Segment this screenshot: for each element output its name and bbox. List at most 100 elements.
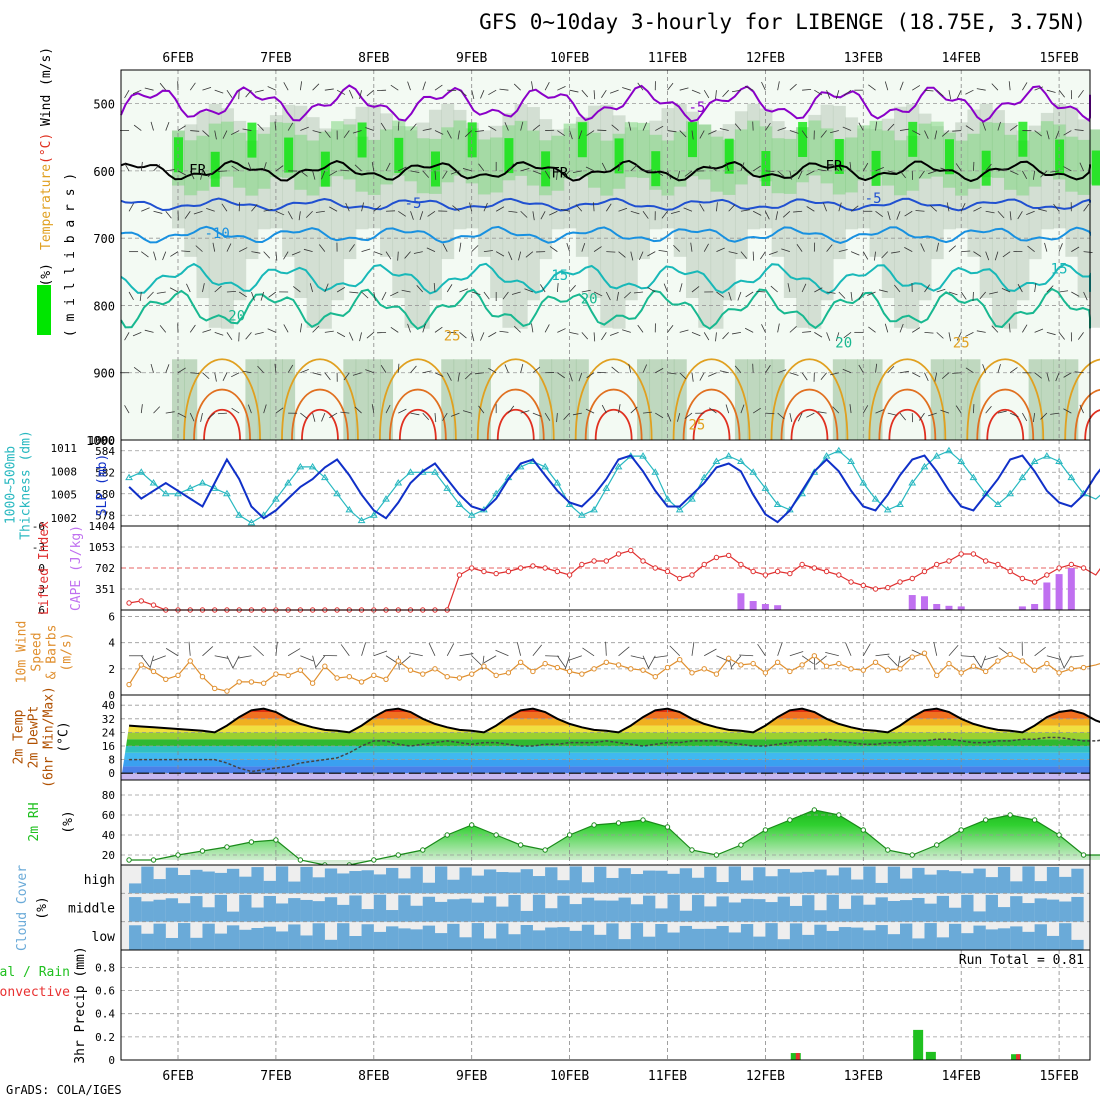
thickness-point bbox=[1018, 473, 1027, 481]
cloud-bar bbox=[483, 896, 497, 922]
thickness-point bbox=[761, 484, 770, 491]
cloud-bar bbox=[606, 900, 619, 922]
cloud-bar bbox=[410, 905, 423, 922]
cloud-bar bbox=[532, 930, 546, 950]
wind-barb bbox=[862, 162, 869, 172]
wind-barb bbox=[499, 88, 509, 91]
wind-barb bbox=[918, 412, 925, 421]
wind-barb bbox=[770, 285, 778, 293]
wind-barb bbox=[593, 291, 603, 297]
cloud-bar bbox=[704, 866, 717, 894]
wind-barb bbox=[1058, 332, 1065, 340]
wind-speed-point bbox=[1031, 667, 1038, 673]
thickness-point bbox=[357, 516, 366, 524]
thickness-axis-label: 1000~500mb Thickness (dm) bbox=[4, 430, 34, 540]
cloud-bar bbox=[1071, 868, 1084, 894]
cloud-bar bbox=[936, 870, 950, 894]
wind-barb bbox=[912, 85, 921, 91]
cloud-bar bbox=[1046, 899, 1060, 922]
temp-band bbox=[121, 766, 1090, 774]
wind-barb bbox=[761, 81, 766, 91]
rh-shade-cell bbox=[687, 122, 697, 158]
wind-barb bbox=[719, 370, 729, 374]
cloud-bar bbox=[410, 866, 423, 894]
wind-barb bbox=[991, 83, 999, 91]
wind-frame bbox=[120, 609, 1091, 696]
thickness-point bbox=[125, 473, 133, 481]
wind-barb bbox=[434, 413, 437, 423]
cloud-bar bbox=[129, 897, 142, 922]
cloud-bar bbox=[948, 907, 962, 922]
wind-speed-point bbox=[640, 667, 646, 673]
wind-barb bbox=[1017, 283, 1023, 293]
wind-barb bbox=[704, 648, 717, 657]
lifted-index-point bbox=[615, 551, 622, 557]
wind-barb bbox=[609, 331, 619, 336]
lifted-index-axis-label: Lifted Index bbox=[37, 521, 52, 615]
wind-barb bbox=[427, 210, 436, 217]
cloud-bar bbox=[153, 923, 166, 950]
rh-point bbox=[175, 852, 181, 858]
cape-bar bbox=[933, 604, 941, 610]
wind-barb bbox=[502, 291, 509, 300]
thickness-line bbox=[128, 450, 1100, 524]
pressure-tick-label: 900 bbox=[93, 367, 115, 381]
wind-barb bbox=[263, 404, 267, 414]
rh-point bbox=[297, 857, 304, 863]
wind-barb bbox=[948, 90, 952, 100]
wind-barb bbox=[1050, 170, 1060, 173]
thickness-tick-label: 582 bbox=[95, 466, 115, 479]
cloud-bar bbox=[398, 878, 411, 894]
wind-barb bbox=[601, 89, 607, 98]
wind-barb bbox=[267, 86, 277, 91]
wind-barb bbox=[407, 81, 411, 91]
rh-point bbox=[909, 852, 915, 858]
rh-shade-cell bbox=[955, 359, 969, 440]
wind-barb bbox=[471, 332, 475, 342]
cloud-bar bbox=[373, 894, 387, 922]
wind-barb bbox=[144, 329, 154, 333]
cape-bar bbox=[737, 593, 745, 610]
wind-barb bbox=[618, 404, 621, 414]
wind-barb bbox=[956, 90, 962, 99]
rh-shade-cell bbox=[284, 137, 294, 173]
cloud-bar bbox=[765, 876, 778, 894]
lifted-index-point bbox=[970, 551, 977, 557]
wind-barb bbox=[1046, 89, 1056, 93]
wind-barb bbox=[936, 332, 944, 339]
cloud-bar bbox=[630, 874, 644, 894]
rh-shade-cell bbox=[174, 137, 183, 173]
cloud-bar bbox=[1046, 867, 1060, 894]
top-date-label: 14FEB bbox=[942, 51, 981, 66]
thickness-point bbox=[737, 457, 745, 464]
rh-shade-cell bbox=[944, 139, 954, 175]
rh-shade-cell bbox=[1004, 134, 1018, 190]
wind-barb bbox=[1069, 655, 1084, 658]
rh-point bbox=[934, 842, 940, 848]
cloud-bar bbox=[594, 900, 607, 922]
wind-barb bbox=[177, 367, 186, 374]
temp-band bbox=[121, 718, 1090, 726]
wind-barb bbox=[965, 332, 974, 337]
lifted-index-axis-label-line: Lifted Index bbox=[37, 521, 52, 615]
wind-barb bbox=[829, 372, 839, 376]
thickness-point bbox=[174, 489, 182, 497]
wind-barb bbox=[488, 89, 497, 96]
cloud-bar bbox=[863, 866, 876, 894]
wind-barb bbox=[508, 163, 515, 172]
wind-barb bbox=[862, 643, 871, 656]
wind-barb bbox=[287, 122, 294, 131]
lifted-index-point bbox=[872, 586, 879, 592]
cloud-bar bbox=[789, 923, 803, 950]
wind-barb bbox=[703, 332, 710, 341]
wind-barb bbox=[544, 324, 550, 333]
slp-tick-label: 1011 bbox=[51, 442, 78, 455]
wind-speed-point bbox=[163, 676, 169, 683]
wind-barb bbox=[508, 251, 513, 261]
wind-barb bbox=[442, 243, 448, 252]
cloud-bar bbox=[508, 895, 521, 922]
wind-barb bbox=[679, 130, 687, 138]
wind-barb bbox=[312, 412, 316, 422]
wind-barb bbox=[728, 204, 736, 212]
warm-temperature-contour bbox=[976, 388, 1035, 441]
